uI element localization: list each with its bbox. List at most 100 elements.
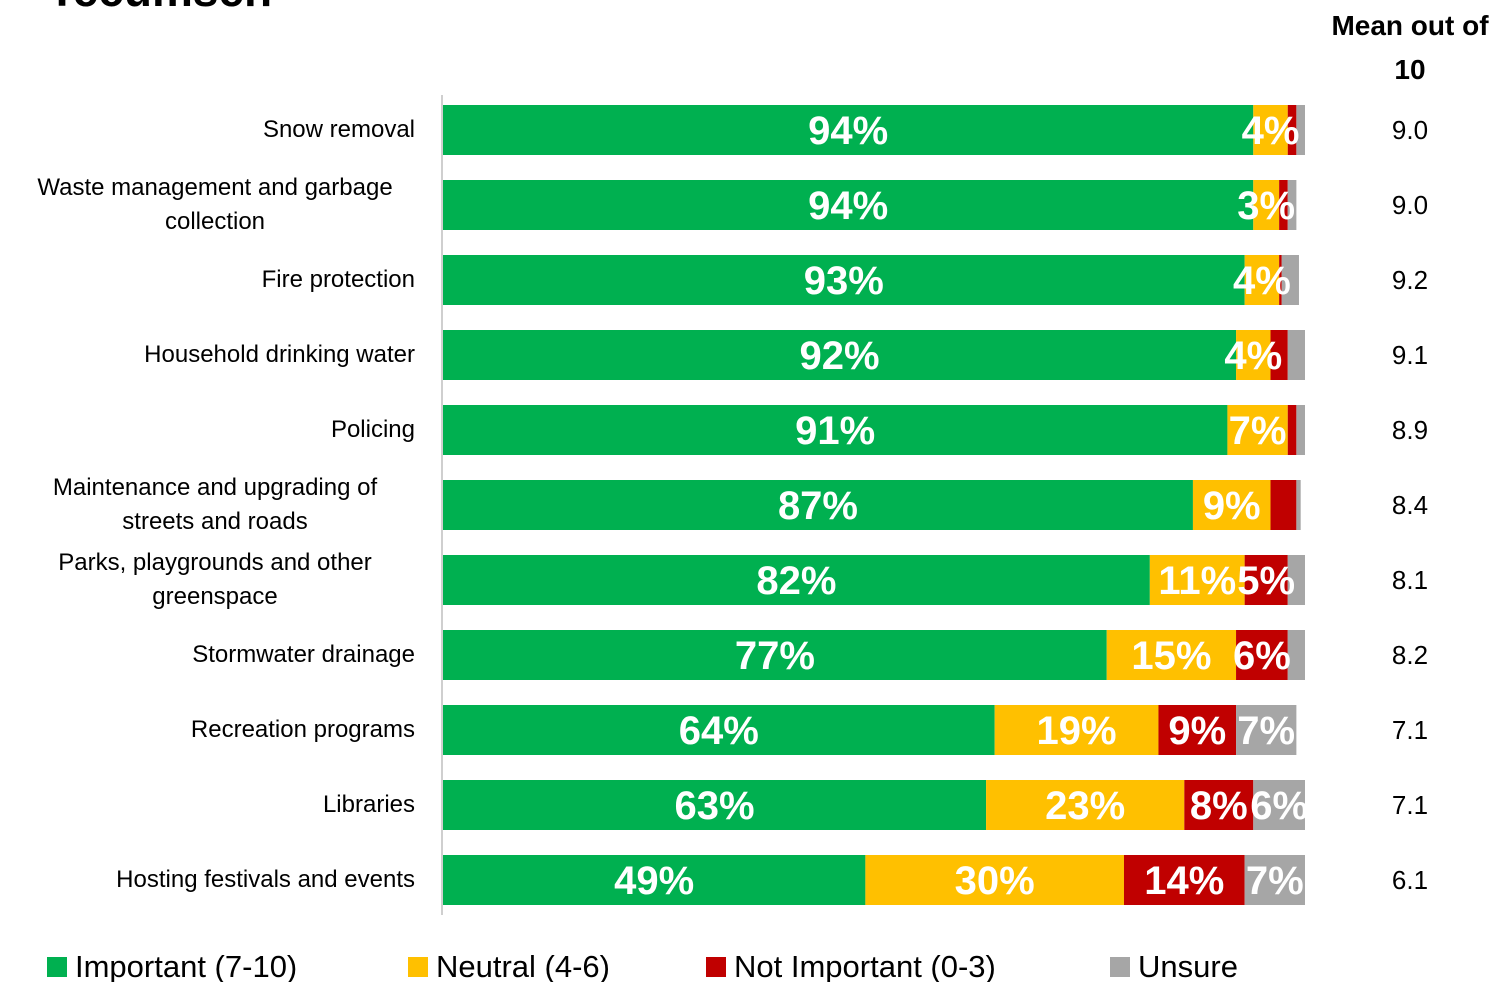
data-label: 9% [1168,709,1226,753]
mean-value: 9.0 [1392,115,1428,145]
mean-value: 8.9 [1392,415,1428,445]
data-label: 4% [1233,259,1291,303]
legend-label: Not Important (0-3) [734,949,996,982]
bar-segment [1192,480,1271,530]
bar-segment [443,705,995,755]
bar-segment [1296,480,1301,530]
data-label: 23% [1045,784,1125,828]
data-label: 7% [1237,709,1295,753]
data-label: 19% [1037,709,1117,753]
mean-value: 8.2 [1392,640,1428,670]
data-label: 14% [1144,859,1224,903]
mean-header: Mean out of 10 [1331,10,1489,85]
legend-swatch [706,957,726,977]
bar-segment [865,855,1124,905]
bar-segment [443,780,987,830]
bar-segment [1287,555,1305,605]
bar-segment [443,105,1254,155]
category-text: Waste management and garbage collection [37,174,393,235]
bar-segment [1184,780,1254,830]
category-text: Libraries [322,791,415,818]
data-label: 7% [1229,409,1287,453]
mean-value: 9.1 [1392,340,1428,370]
data-label: 91% [795,409,875,453]
data-label: 15% [1131,634,1211,678]
bar-segment [1287,630,1305,680]
bar-segment [1236,630,1288,680]
legend-label: Important (7-10) [75,949,297,982]
bar-segment [443,855,866,905]
data-label: 64% [679,709,759,753]
category-text: Fire protection [261,266,415,293]
category-text: Hosting festivals and events [116,866,415,893]
bar-segment [443,480,1193,530]
bar-segment [1270,330,1288,380]
bar-segment [1227,405,1288,455]
data-label: 11% [1158,559,1236,603]
category-text: Stormwater drainage [192,641,415,668]
data-label: 92% [799,334,879,378]
legend-swatch [1110,957,1130,977]
mean-value: 9.2 [1392,265,1428,295]
data-label: 9% [1203,484,1261,528]
data-label: 3% [1237,184,1295,228]
category-label: Parks, playgrounds and other greenspace [0,549,415,610]
bar-segment [1287,405,1297,455]
bar-segment [994,705,1159,755]
category-label: Hosting festivals and events [0,850,415,910]
bar-segment [1287,180,1297,230]
category-label: Household drinking water [0,325,415,385]
bar-segment [443,330,1237,380]
data-label: 77% [735,634,815,678]
mean-value: 9.0 [1392,190,1428,220]
category-label: Stormwater drainage [0,625,415,685]
data-label: 49% [614,859,694,903]
data-label: 94% [808,109,888,153]
data-label: 5% [1237,559,1295,603]
bar-segment [1270,480,1297,530]
bar-segment [443,630,1107,680]
bar-segment [1253,180,1280,230]
category-text: Policing [330,416,415,443]
category-label: Policing [0,400,415,460]
data-label: 93% [804,259,884,303]
data-label: 87% [778,484,858,528]
category-text: Recreation programs [190,716,415,743]
bar-segment [1279,180,1288,230]
data-label: 6% [1250,784,1308,828]
bar-segment [1296,105,1305,155]
bar-segment [986,780,1185,830]
mean-value: 7.1 [1392,790,1428,820]
data-label: 4% [1224,334,1282,378]
legend-label: Neutral (4-6) [436,949,610,982]
data-label: 4% [1242,109,1300,153]
category-label: Fire protection [0,250,415,310]
category-label: Recreation programs [0,700,415,760]
data-label: 8% [1190,784,1248,828]
bar-segment [1123,855,1245,905]
mean-value: 8.4 [1392,490,1428,520]
category-text: Household drinking water [144,341,415,368]
data-label: 63% [674,784,754,828]
category-text: Parks, playgrounds and other greenspace [58,549,372,610]
bar-segment [1236,330,1271,380]
category-label: Snow removal [0,100,415,160]
bar-segment [1296,405,1305,455]
data-label: 94% [808,184,888,228]
bar-segment [1158,705,1237,755]
mean-value: 6.1 [1392,865,1428,895]
category-label: Libraries [0,775,415,835]
category-text: Snow removal [262,116,415,143]
bar-segment [1149,555,1245,605]
bar-segment [1287,105,1297,155]
mean-value: 8.1 [1392,565,1428,595]
bar-segment [443,180,1254,230]
bar-segment [1244,555,1288,605]
data-label: 30% [955,859,1035,903]
bar-segment [1287,330,1305,380]
bar-segment [1106,630,1237,680]
data-label: 7% [1246,859,1304,903]
bar-segment [1281,255,1299,305]
legend-swatch [47,957,67,977]
